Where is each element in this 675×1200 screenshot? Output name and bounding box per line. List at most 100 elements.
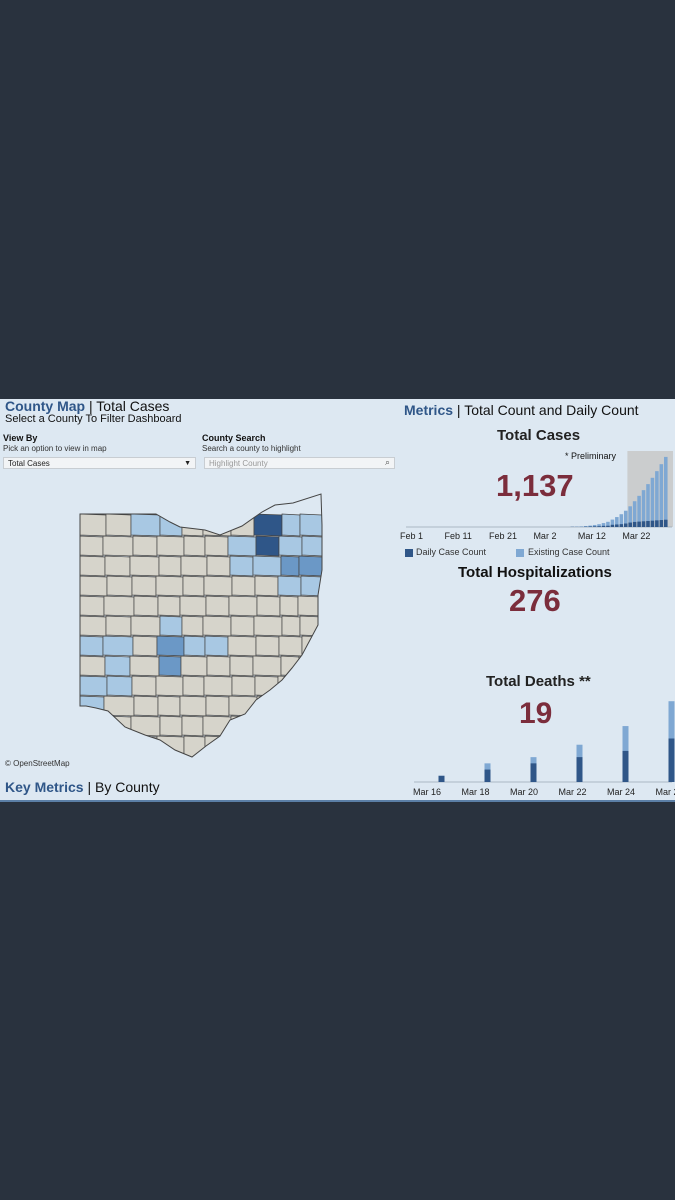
county-95[interactable] [205, 695, 230, 717]
deaths-bar-daily[interactable] [622, 750, 629, 782]
county-53[interactable] [159, 615, 183, 637]
county-39[interactable] [300, 575, 322, 597]
cases-bar-daily[interactable] [601, 525, 606, 527]
county-21[interactable] [104, 555, 131, 577]
cases-bar-existing[interactable] [637, 495, 641, 527]
cases-bar-daily[interactable] [615, 524, 619, 527]
county-45[interactable] [205, 595, 230, 617]
county-62[interactable] [132, 635, 158, 657]
county-73[interactable] [158, 655, 182, 677]
cases-bar-daily[interactable] [588, 526, 592, 527]
deaths-bar-daily[interactable] [438, 775, 445, 782]
cases-bar-existing[interactable] [628, 506, 632, 527]
county-28[interactable] [280, 555, 300, 577]
cases-bar-daily[interactable] [641, 521, 646, 527]
county-40[interactable] [80, 595, 105, 617]
cases-bar-existing[interactable] [641, 490, 646, 527]
cases-bar-daily[interactable] [659, 520, 664, 527]
cases-bar-daily[interactable] [637, 521, 641, 527]
county-65[interactable] [204, 635, 229, 657]
cases-bar-daily[interactable] [619, 524, 624, 527]
cases-bar-existing[interactable] [623, 510, 628, 527]
deaths-bar-daily[interactable] [576, 757, 583, 782]
county-92[interactable] [133, 695, 159, 717]
cases-bar-existing[interactable] [650, 477, 655, 527]
county-32[interactable] [131, 575, 157, 597]
county-64[interactable] [183, 635, 206, 657]
county-103[interactable] [159, 715, 183, 737]
county-25[interactable] [206, 555, 231, 577]
total-deaths-chart[interactable] [0, 399, 675, 800]
cases-bar-existing[interactable] [655, 471, 659, 527]
county-58[interactable] [281, 615, 301, 637]
cases-bar-existing[interactable] [659, 464, 664, 527]
cases-bar-existing[interactable] [646, 484, 650, 527]
county-29[interactable] [298, 555, 322, 577]
cases-bar-daily[interactable] [606, 525, 610, 527]
county-86[interactable] [231, 675, 256, 697]
county-93[interactable] [157, 695, 181, 717]
county-34[interactable] [182, 575, 205, 597]
county-43[interactable] [157, 595, 181, 617]
county-104[interactable] [181, 715, 204, 737]
county-82[interactable] [131, 675, 157, 697]
county-70[interactable] [80, 655, 106, 677]
total-cases-chart[interactable] [0, 399, 675, 800]
county-56[interactable] [230, 615, 255, 637]
county-49[interactable] [297, 595, 322, 617]
cases-bar-daily[interactable] [650, 520, 655, 527]
county-9[interactable] [299, 513, 322, 537]
cases-bar-existing[interactable] [615, 517, 619, 527]
county-51[interactable] [105, 615, 132, 637]
county-10[interactable] [80, 535, 104, 557]
cases-bar-existing[interactable] [606, 521, 610, 527]
cases-bar-daily[interactable] [628, 522, 632, 527]
county-12[interactable] [132, 535, 158, 557]
cases-bar-daily[interactable] [646, 520, 650, 527]
cases-bar-daily[interactable] [664, 519, 668, 527]
county-19[interactable] [301, 535, 322, 557]
cases-bar-daily[interactable] [623, 523, 628, 527]
cases-bar-existing[interactable] [588, 525, 592, 527]
county-71[interactable] [104, 655, 131, 677]
county-26[interactable] [229, 555, 254, 577]
cases-bar-existing[interactable] [601, 523, 606, 527]
county-15[interactable] [204, 535, 229, 557]
ohio-county-map[interactable] [0, 399, 340, 769]
county-23[interactable] [158, 555, 182, 577]
county-37[interactable] [254, 575, 279, 597]
cases-bar-daily[interactable] [632, 521, 637, 527]
deaths-bar-daily[interactable] [530, 763, 537, 782]
county-17[interactable] [255, 535, 280, 557]
cases-bar-existing[interactable] [664, 456, 668, 527]
county-54[interactable] [181, 615, 204, 637]
cases-bar-daily[interactable] [655, 520, 659, 527]
cases-bar-existing[interactable] [583, 526, 588, 527]
cases-bar-daily[interactable] [592, 526, 597, 527]
cases-bar-existing[interactable] [632, 501, 637, 527]
county-67[interactable] [255, 635, 280, 657]
cases-bar-daily[interactable] [597, 526, 601, 527]
map-attribution[interactable]: © OpenStreetMap [5, 759, 70, 768]
cases-bar-existing[interactable] [610, 519, 615, 527]
county-76[interactable] [229, 655, 254, 677]
county-search-input[interactable]: Highlight County ⌕ [204, 457, 395, 469]
county-8[interactable] [281, 513, 301, 537]
deaths-bar-daily[interactable] [668, 738, 675, 783]
cases-bar-existing[interactable] [592, 524, 597, 527]
county-81[interactable] [106, 675, 133, 697]
county-60[interactable] [80, 635, 104, 657]
county-1[interactable] [105, 513, 132, 537]
view-by-select[interactable]: Total Cases ▼ [3, 457, 196, 469]
cases-bar-daily[interactable] [610, 524, 615, 527]
county-47[interactable] [256, 595, 281, 617]
county-31[interactable] [106, 575, 133, 597]
county-20[interactable] [80, 555, 106, 577]
cases-bar-existing[interactable] [579, 526, 584, 527]
deaths-bar-daily[interactable] [484, 769, 491, 782]
county-42[interactable] [133, 595, 159, 617]
county-75[interactable] [206, 655, 231, 677]
county-48[interactable] [279, 595, 299, 617]
county-84[interactable] [182, 675, 205, 697]
county-36[interactable] [231, 575, 256, 597]
